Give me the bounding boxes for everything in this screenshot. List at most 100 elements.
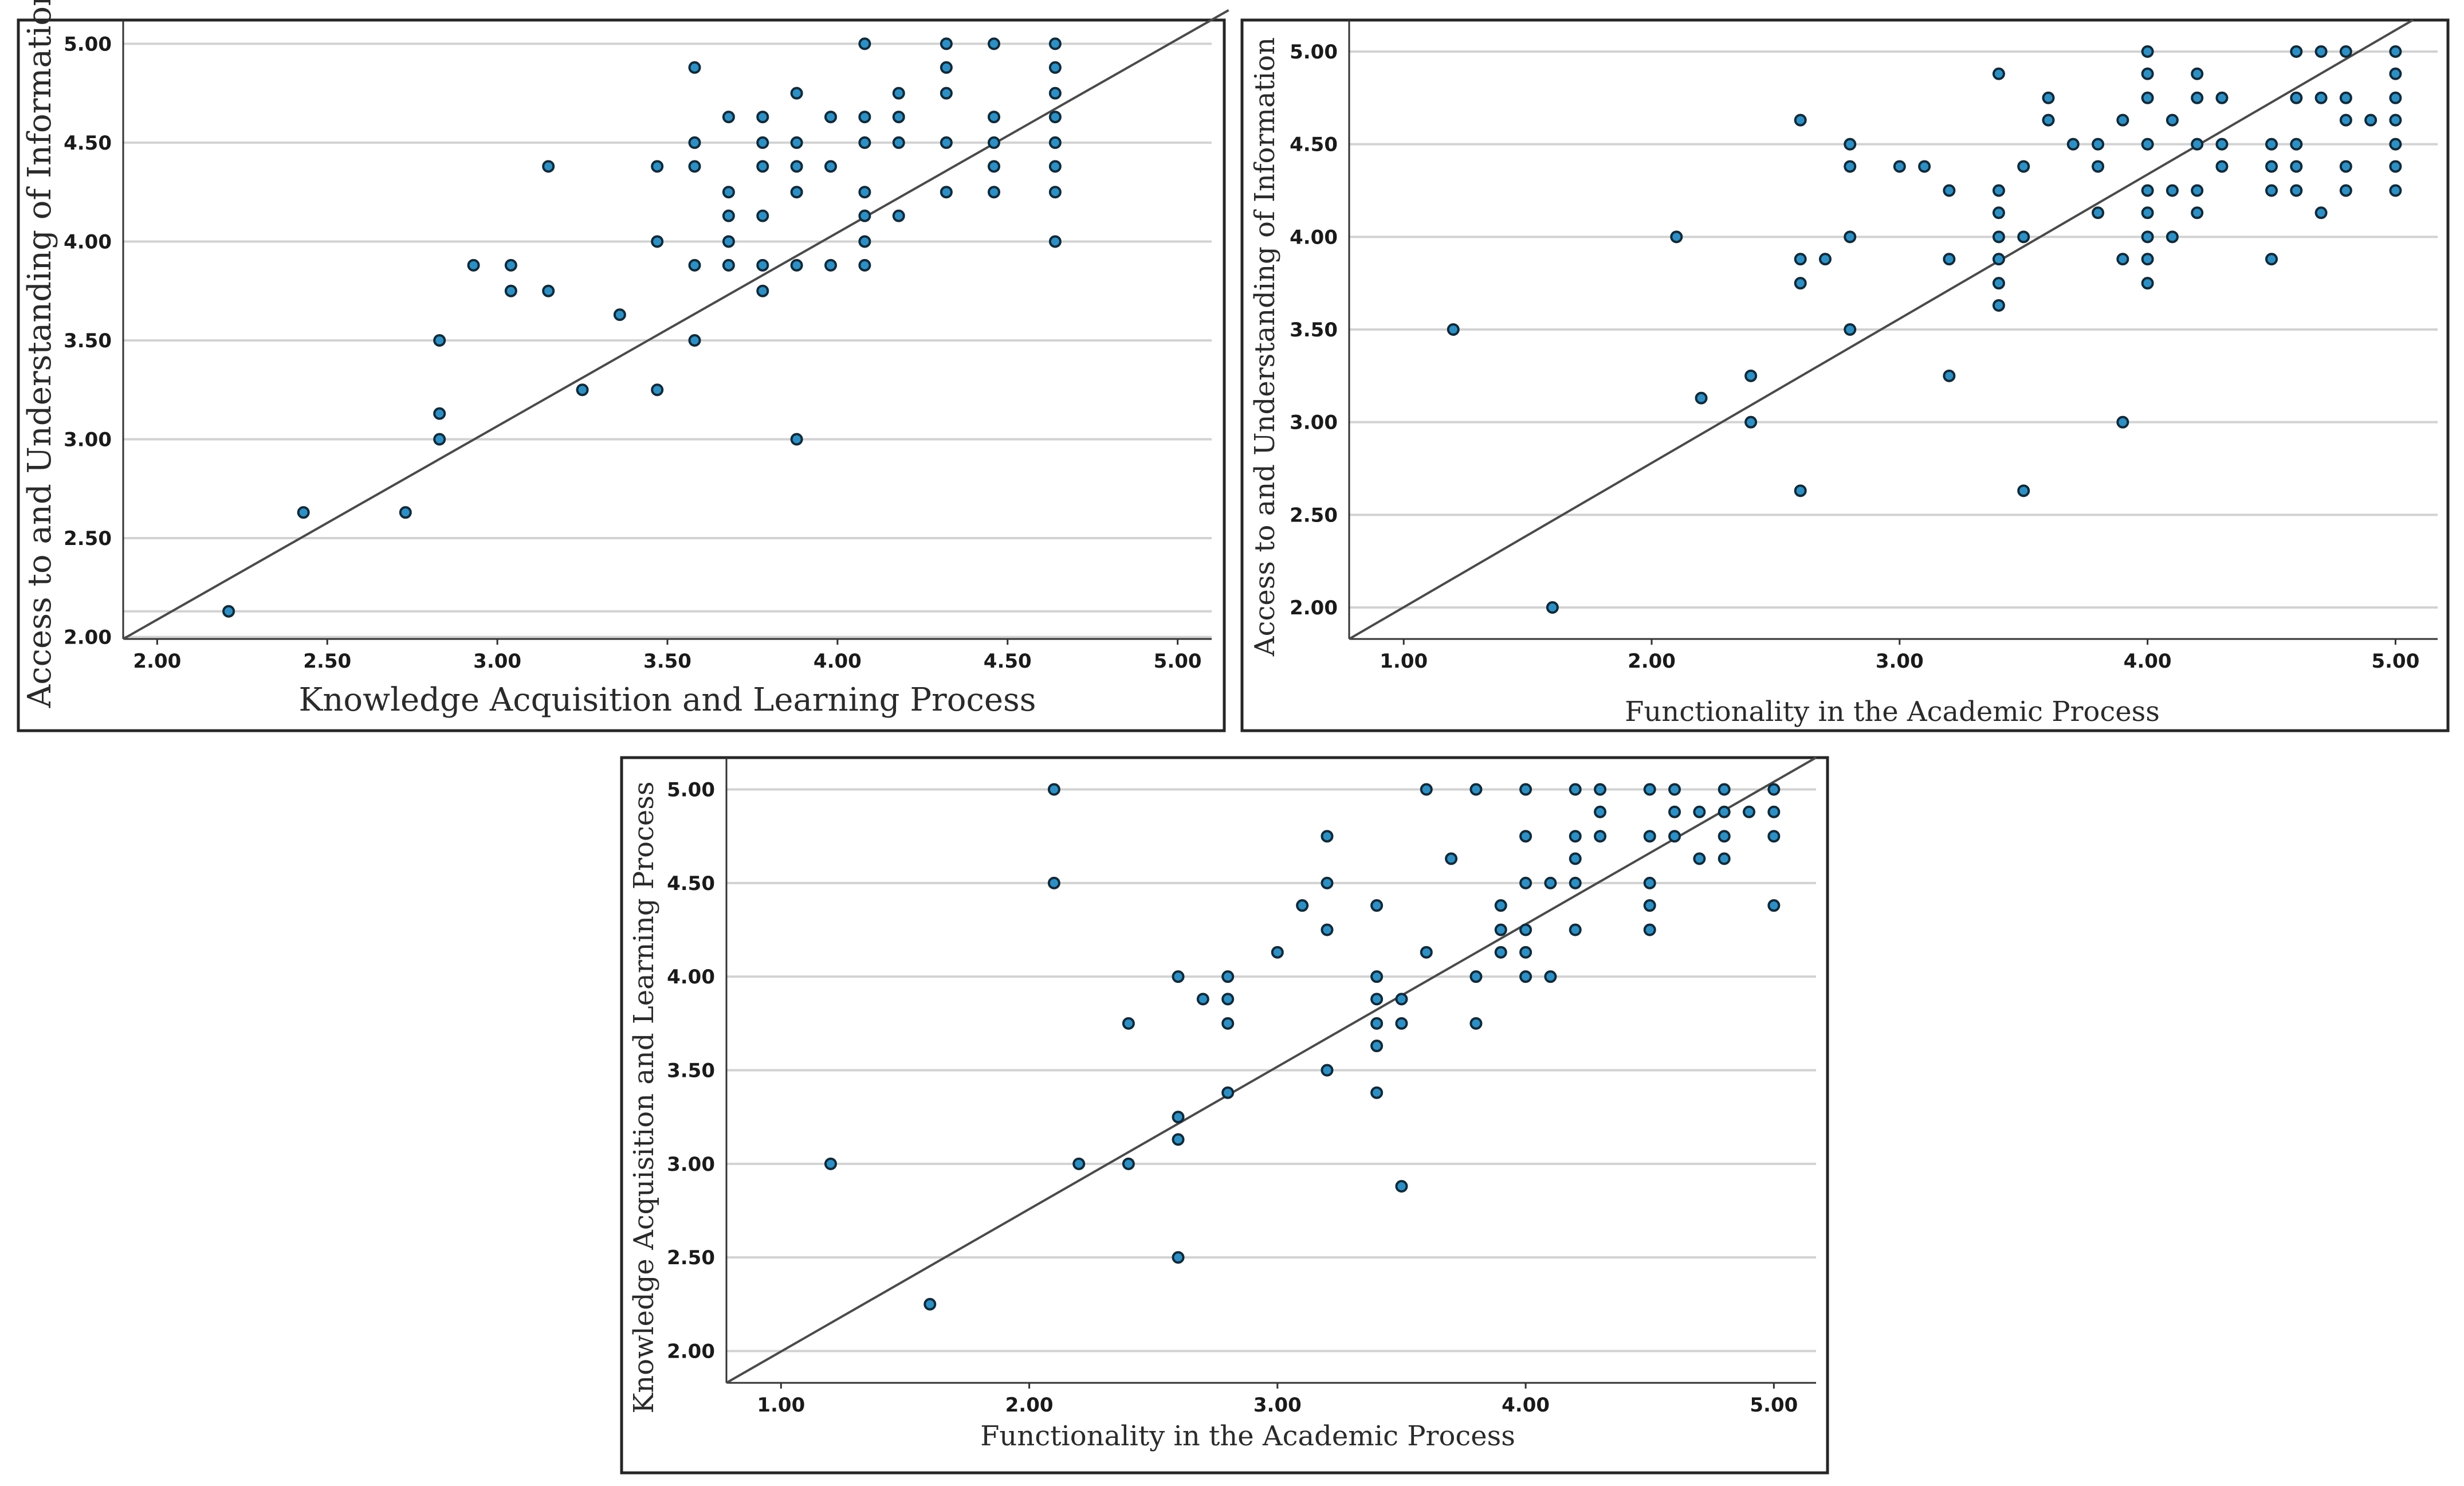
data-point-15 bbox=[651, 160, 664, 173]
y-tick-4.50: 4.50 bbox=[64, 132, 112, 155]
data-point-29 bbox=[756, 160, 769, 173]
data-point-50 bbox=[892, 111, 905, 124]
data-point-67 bbox=[1048, 87, 1062, 100]
data-point-62 bbox=[1048, 235, 1062, 248]
x-tick-5.00: 5.00 bbox=[1750, 1394, 1798, 1417]
data-point-61 bbox=[2265, 160, 2278, 173]
y-tick-3.00: 3.00 bbox=[667, 1153, 715, 1176]
y-tick-2.50: 2.50 bbox=[64, 527, 112, 550]
data-point-63 bbox=[2290, 184, 2303, 197]
y-tick-4.00: 4.00 bbox=[667, 966, 715, 989]
x-tick-labels: 1.00 2.00 3.00 4.00 5.00 bbox=[1380, 650, 2419, 673]
data-point-82 bbox=[2389, 67, 2402, 80]
data-point-71 bbox=[2339, 184, 2352, 197]
data-point-16 bbox=[1271, 946, 1284, 959]
data-point-19 bbox=[1943, 184, 1956, 197]
data-point-49 bbox=[2166, 184, 2179, 197]
data-point-34 bbox=[2092, 160, 2105, 173]
data-point-5 bbox=[1744, 369, 1758, 382]
data-point-32 bbox=[2066, 138, 2080, 151]
data-point-47 bbox=[2141, 45, 2154, 58]
fit-line bbox=[726, 756, 1817, 1384]
data-point-39 bbox=[1494, 899, 1507, 912]
data-point-37 bbox=[1494, 946, 1507, 959]
data-point-51 bbox=[2191, 206, 2204, 219]
y-tick-2.00: 2.00 bbox=[64, 626, 112, 649]
data-point-1 bbox=[1546, 601, 1559, 614]
y-tick-3.50: 3.50 bbox=[64, 330, 112, 352]
data-point-48 bbox=[892, 209, 905, 222]
fit-line bbox=[1348, 19, 2414, 640]
data-point-46 bbox=[2141, 67, 2154, 80]
x-tick-2.50: 2.50 bbox=[303, 650, 351, 673]
data-point-73 bbox=[2339, 113, 2352, 127]
data-point-43 bbox=[2141, 184, 2154, 197]
data-point-56 bbox=[2215, 160, 2229, 173]
x-tick-4.50: 4.50 bbox=[984, 650, 1032, 673]
y-tick-4.00: 4.00 bbox=[64, 230, 112, 253]
data-point-64 bbox=[2290, 160, 2303, 173]
data-point-46 bbox=[1544, 970, 1557, 983]
data-point-59 bbox=[2265, 253, 2278, 266]
x-tick-5.00: 5.00 bbox=[2371, 650, 2419, 673]
data-point-55 bbox=[940, 61, 953, 74]
x-tick-3.00: 3.00 bbox=[1876, 650, 1924, 673]
data-point-38 bbox=[824, 258, 837, 272]
data-point-35 bbox=[1469, 970, 1483, 983]
data-point-27 bbox=[1370, 899, 1384, 912]
x-tick-3.00: 3.00 bbox=[473, 650, 521, 673]
x-axis-label: Knowledge Acquisition and Learning Proce… bbox=[299, 681, 1036, 719]
y-tick-labels: 2.00 2.50 3.00 3.50 4.00 4.50 5.00 bbox=[64, 33, 112, 649]
data-point-70 bbox=[2314, 45, 2328, 58]
data-point-11 bbox=[1196, 993, 1209, 1006]
data-point-33 bbox=[1445, 852, 1458, 865]
x-tick-labels: 2.00 2.50 3.00 3.50 4.00 4.50 5.00 bbox=[133, 650, 1201, 673]
data-point-32 bbox=[790, 433, 803, 446]
data-point-18 bbox=[688, 160, 701, 173]
data-point-26 bbox=[1992, 67, 2005, 80]
data-point-31 bbox=[756, 111, 769, 124]
data-point-36 bbox=[2116, 415, 2129, 429]
data-point-54 bbox=[2191, 91, 2204, 104]
data-point-42 bbox=[2141, 206, 2154, 219]
data-point-23 bbox=[1992, 230, 2005, 244]
data-point-13 bbox=[651, 383, 664, 397]
data-point-52 bbox=[940, 186, 953, 199]
data-point-28 bbox=[756, 209, 769, 222]
data-point-27 bbox=[2017, 484, 2030, 497]
data-point-43 bbox=[858, 209, 871, 222]
data-point-17 bbox=[688, 258, 701, 272]
data-point-28 bbox=[1395, 1180, 1408, 1193]
data-point-69 bbox=[2314, 91, 2328, 104]
data-point-6 bbox=[1794, 484, 1807, 497]
x-tick-4.00: 4.00 bbox=[1502, 1394, 1550, 1417]
y-tick-3.50: 3.50 bbox=[667, 1060, 715, 1083]
data-point-50 bbox=[2166, 113, 2179, 127]
data-point-50 bbox=[1569, 852, 1582, 865]
y-tick-5.00: 5.00 bbox=[64, 33, 112, 56]
data-point-72 bbox=[1767, 830, 1781, 843]
data-point-17 bbox=[1943, 369, 1956, 382]
data-point-36 bbox=[1469, 783, 1483, 796]
data-point-83 bbox=[2389, 45, 2402, 58]
y-tick-labels: 2.00 2.50 3.00 3.50 4.00 4.50 5.00 bbox=[1290, 41, 1338, 620]
data-point-45 bbox=[2141, 91, 2154, 104]
data-points bbox=[222, 37, 1062, 618]
data-point-40 bbox=[824, 111, 837, 124]
data-point-38 bbox=[2116, 113, 2129, 127]
panel-frame bbox=[620, 756, 1829, 1475]
y-tick-2.00: 2.00 bbox=[667, 1340, 715, 1363]
data-point-4 bbox=[1744, 415, 1758, 429]
data-point-8 bbox=[1172, 1133, 1185, 1146]
data-point-20 bbox=[1992, 299, 2005, 312]
data-point-64 bbox=[1693, 852, 1706, 865]
data-point-52 bbox=[2191, 184, 2204, 197]
data-point-48 bbox=[1569, 923, 1582, 936]
x-tick-1.00: 1.00 bbox=[757, 1394, 805, 1417]
x-tick-1.00: 1.00 bbox=[1380, 650, 1428, 673]
data-point-60 bbox=[1643, 783, 1656, 796]
x-tick-5.00: 5.00 bbox=[1154, 650, 1202, 673]
scatter-panel-knowledge-vs-access: 2.00 2.50 3.00 3.50 4.00 4.50 5.00 2.00 2.50 3.0… bbox=[17, 0, 1229, 732]
data-point-57 bbox=[988, 186, 1000, 199]
data-point-58 bbox=[2215, 91, 2229, 104]
